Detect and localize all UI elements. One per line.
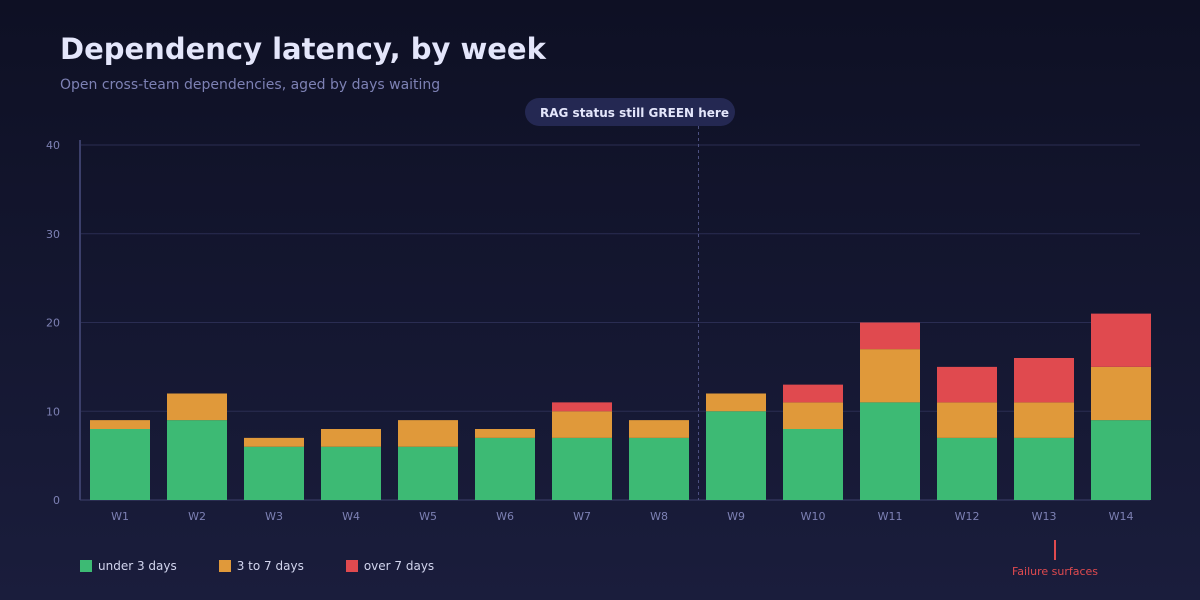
bar-W14-under xyxy=(1091,420,1151,500)
callout-text: RAG status still GREEN here xyxy=(540,106,729,120)
bar-W2-mid xyxy=(167,393,227,421)
chart-title: Dependency latency, by week xyxy=(60,32,546,66)
y-tick-label-0: 0 xyxy=(53,494,60,507)
x-tick-label-W11: W11 xyxy=(878,510,903,523)
bar-W6-mid xyxy=(475,429,535,438)
bar-W11-mid xyxy=(860,349,920,403)
failure-tick-mark xyxy=(1054,540,1056,560)
x-tick-label-W3: W3 xyxy=(265,510,283,523)
legend-swatch-under xyxy=(80,560,92,572)
legend-label-over: over 7 days xyxy=(363,559,435,573)
x-tick-label-W1: W1 xyxy=(111,510,129,523)
bar-W13-mid xyxy=(1014,402,1074,438)
bar-W3-under xyxy=(244,446,304,500)
bar-W10-over xyxy=(783,384,843,403)
bar-W10-mid xyxy=(783,402,843,429)
failure-label: Failure surfaces xyxy=(1011,565,1099,578)
x-tick-label-W7: W7 xyxy=(573,510,591,523)
y-tick-label-30: 30 xyxy=(46,228,60,241)
bar-W12-over xyxy=(937,366,997,403)
x-tick-label-W10: W10 xyxy=(801,510,826,523)
bar-W13-under xyxy=(1014,437,1074,500)
bar-W5-mid xyxy=(398,420,458,447)
x-tick-label-W13: W13 xyxy=(1032,510,1057,523)
legend-label-mid: 3 to 7 days xyxy=(236,559,304,573)
x-tick-label-W8: W8 xyxy=(650,510,668,523)
bar-W7-over xyxy=(552,402,612,412)
bar-W8-under xyxy=(629,437,689,500)
bar-W12-mid xyxy=(937,402,997,438)
y-tick-label-20: 20 xyxy=(46,317,60,330)
bar-W9-under xyxy=(706,411,766,500)
legend-label-under: under 3 days xyxy=(98,559,177,573)
bar-W5-under xyxy=(398,446,458,500)
bar-W14-over xyxy=(1091,313,1151,367)
legend: under 3 days 3 to 7 days over 7 days xyxy=(80,559,476,573)
chart-subtitle: Open cross-team dependencies, aged by da… xyxy=(60,77,441,93)
bar-W1-under xyxy=(90,429,150,500)
y-tick-label-40: 40 xyxy=(46,139,60,152)
bar-W13-over xyxy=(1014,358,1074,403)
bar-W11-over xyxy=(860,322,920,350)
x-tick-label-W5: W5 xyxy=(419,510,437,523)
bar-W7-mid xyxy=(552,411,612,438)
bar-W3-mid xyxy=(244,437,304,447)
bar-W8-mid xyxy=(629,420,689,438)
x-tick-label-W4: W4 xyxy=(342,510,360,523)
x-tick-label-W2: W2 xyxy=(188,510,206,523)
bar-W6-under xyxy=(475,437,535,500)
bar-W1-mid xyxy=(90,420,150,429)
bar-W2-under xyxy=(167,420,227,500)
x-tick-label-W9: W9 xyxy=(727,510,745,523)
bar-W10-under xyxy=(783,429,843,500)
y-tick-label-10: 10 xyxy=(46,405,60,418)
bar-W12-under xyxy=(937,437,997,500)
legend-swatch-over xyxy=(345,560,358,572)
bar-W9-mid xyxy=(706,393,766,412)
legend-item-mid: 3 to 7 days xyxy=(218,559,304,573)
bar-W4-mid xyxy=(321,429,381,447)
legend-item-over: over 7 days xyxy=(345,559,435,573)
x-tick-label-W6: W6 xyxy=(496,510,514,523)
bar-W11-under xyxy=(860,402,920,500)
legend-swatch-mid xyxy=(218,560,231,572)
x-tick-label-W12: W12 xyxy=(955,510,980,523)
bar-W7-under xyxy=(552,437,612,500)
legend-item-under: under 3 days xyxy=(80,559,177,573)
bar-W14-mid xyxy=(1091,366,1151,421)
callout-pill xyxy=(525,98,735,126)
failure-annotation: Failure surfaces xyxy=(990,540,1120,578)
bar-W4-under xyxy=(321,446,381,500)
x-tick-label-W14: W14 xyxy=(1109,510,1134,523)
